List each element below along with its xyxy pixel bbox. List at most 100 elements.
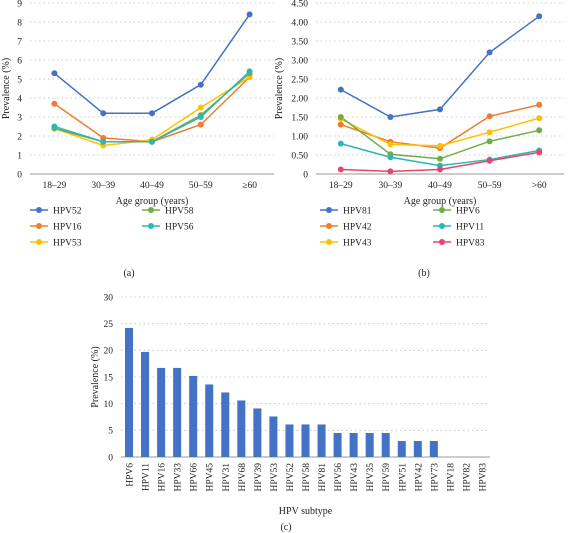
x-tick-label: HPV16 [158,463,168,492]
y-tick-label: 25 [104,320,114,330]
series-line-hpv43 [340,117,540,147]
x-axis-title: Age group (years) [404,196,477,207]
bar-hpv81 [317,424,326,457]
y-tick-label: 5 [108,427,113,437]
chart-panel-a: 0 1 2 3 4 5 6 7 8 9 18–29 30–39 40–49 50–59 ≥60 Age gro… [1,0,274,279]
y-axis-title: Prevalence (%) [274,58,285,119]
x-tick-label: HPV6 [126,463,136,487]
bar-hpv42 [413,441,422,457]
y-tick-label: 8 [17,18,22,28]
legend-label: HPV81 [343,206,372,216]
bar-hpv53 [269,416,278,457]
data-point-hpv83 [536,149,543,156]
data-point-hpv52 [149,110,155,117]
data-point-hpv6 [337,114,344,120]
legend-swatch-marker [326,207,332,213]
y-tick-label: 3.50 [291,37,308,47]
y-tick-label: 1.50 [291,113,308,123]
chart-panel-c: 0 5 10 15 20 25 30 HPV6 HPV11 HPV16 HPV33 HPV66 HPV4… [90,293,490,533]
y-tick-label: 5 [17,75,22,85]
x-tick-label: HPV51 [398,463,408,492]
data-point-hpv6 [536,127,543,134]
x-tick-label: HPV59 [382,463,392,492]
series-line-hpv58 [54,72,251,143]
data-point-hpv56 [149,138,155,145]
bar-hpv68 [237,400,246,457]
data-point-hpv83 [486,157,493,164]
legend-label: HPV52 [53,206,82,216]
y-tick-label: 1 [17,151,22,161]
y-tick-label: 15 [104,373,114,383]
y-tick-label: 30 [104,293,114,303]
bar-hpv73 [429,441,438,457]
y-tick-label: 4 [17,94,22,104]
y-tick-label: 2 [17,132,22,142]
legend-label: HPV43 [343,238,372,248]
data-point-hpv52 [51,70,58,77]
data-point-hpv6 [437,155,443,162]
bar-hpv45 [205,384,214,457]
x-tick-label: HPV83 [478,463,488,492]
data-point-hpv81 [536,13,543,20]
x-tick-label: HPV45 [206,463,216,492]
data-point-hpv83 [437,166,443,173]
legend-label: HPV83 [456,238,485,248]
x-tick-label: HPV31 [222,463,232,492]
bar-hpv11 [141,351,150,457]
x-tick-label: HPV42 [414,463,424,492]
legend-label: HPV16 [53,222,82,232]
series-line-hpv16 [53,76,251,143]
x-tick-label: HPV82 [462,463,472,492]
y-tick-label: 6 [17,56,22,66]
legend-swatch-marker [439,223,445,229]
data-point-hpv56 [51,123,58,130]
legend-swatch-marker [326,223,332,229]
legend-swatch-marker [439,207,445,213]
data-point-hpv42 [486,113,493,120]
legend-label: HPV56 [165,222,194,232]
y-tick-label: 20 [104,347,114,357]
data-point-hpv83 [337,166,344,173]
x-axis-title: HPV subtype [279,506,333,517]
data-point-hpv81 [387,114,394,120]
y-tick-label: 3 [17,113,22,123]
y-tick-label: 2.50 [291,75,308,85]
data-point-hpv81 [337,86,344,93]
x-tick-label: 50–59 [478,181,502,191]
data-point-hpv43 [486,129,493,136]
bar-hpv35 [365,433,374,457]
bar-hpv66 [189,375,198,457]
y-tick-label: 10 [104,400,114,410]
y-tick-label: 1.00 [291,132,308,142]
x-tick-label: HPV39 [254,463,264,492]
y-axis-title: Prevalence (%) [1,58,12,119]
x-tick-label: HPV56 [334,463,344,492]
data-point-hpv52 [197,81,204,88]
legend-swatch-marker [36,223,42,229]
x-tick-label: HPV18 [446,463,456,492]
bar-hpv6 [125,327,134,457]
data-point-hpv53 [197,104,204,111]
y-tick-label: 0 [17,170,22,180]
data-point-hpv56 [197,114,204,120]
data-point-hpv16 [51,100,58,107]
data-point-hpv42 [337,121,344,128]
x-tick-label: HPV81 [318,463,328,492]
bar-hpv31 [221,392,230,457]
x-tick-label: HPV66 [190,463,200,492]
x-tick-label: HPV43 [350,463,360,492]
x-axis-title: Age group (years) [116,196,189,207]
x-tick-label: HPV73 [430,463,440,492]
data-point-hpv52 [100,110,107,117]
chart-panel-b: 0 0.50 1.00 1.50 2.00 2.50 3.00 3.50 4.00 4.50 18–… [274,0,564,279]
x-tick-label: HPV58 [302,463,312,492]
data-point-hpv6 [486,138,493,145]
legend-swatch-marker [36,239,42,245]
x-tick-label: HPV52 [286,463,296,492]
bar-hpv43 [349,433,358,457]
data-point-hpv43 [536,115,543,122]
x-tick-label: HPV53 [270,463,280,492]
bar-hpv33 [173,367,182,457]
bar-hpv59 [381,433,390,457]
